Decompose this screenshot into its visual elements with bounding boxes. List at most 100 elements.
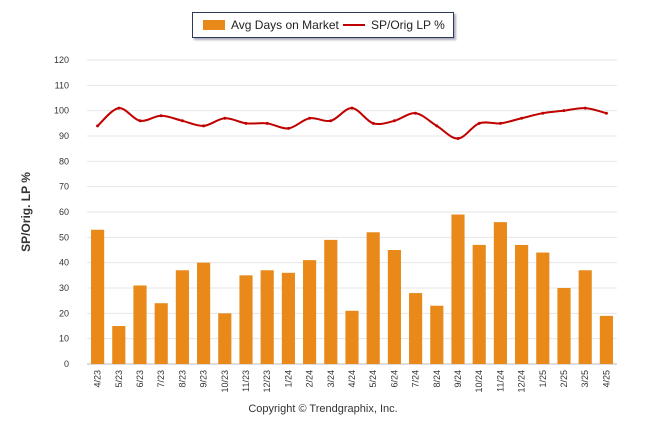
bar	[515, 244, 529, 364]
line-point	[159, 114, 163, 118]
x-tick-label: 10/24	[474, 370, 484, 393]
x-tick-label: 7/24	[411, 370, 421, 388]
line-point	[392, 119, 396, 123]
line-point	[435, 124, 439, 128]
y-axis-ticks: 0 10 20 30 40 50 60 70 80 90 100 110 120	[54, 55, 69, 369]
bar	[536, 252, 550, 364]
line-point	[520, 116, 524, 120]
line-point	[541, 111, 545, 115]
x-tick-label: 2/24	[305, 370, 315, 388]
line-point	[371, 121, 375, 125]
bar	[175, 270, 189, 364]
x-tick-label: 7/23	[156, 370, 166, 388]
y-tick-label: 50	[59, 232, 69, 242]
x-tick-label: 4/23	[93, 370, 103, 388]
bar	[133, 285, 147, 364]
y-tick-label: 120	[54, 55, 69, 65]
x-tick-label: 8/23	[177, 370, 187, 388]
bar-series	[91, 214, 613, 364]
y-axis-title: SP/Orig. LP %	[19, 172, 33, 252]
x-tick-label: 1/24	[283, 370, 293, 388]
x-tick-label: 9/24	[453, 370, 463, 388]
y-tick-label: 90	[59, 131, 69, 141]
x-axis-ticks: 4/23 5/23 6/23 7/23 8/23 9/23 10/23 11/23 12/23 1…	[93, 370, 612, 393]
line-point	[414, 111, 418, 115]
x-tick-label: 5/24	[368, 370, 378, 388]
legend-label-days: Avg Days on Market	[231, 18, 339, 32]
line-point	[477, 121, 481, 125]
line-point	[265, 121, 269, 125]
line-point	[180, 119, 184, 123]
line-series	[96, 106, 608, 141]
x-tick-label: 4/25	[601, 370, 611, 388]
bar	[324, 239, 338, 364]
bar	[112, 326, 126, 364]
bar	[557, 288, 571, 364]
y-tick-label: 60	[59, 207, 69, 217]
line-point	[244, 121, 248, 125]
y-tick-label: 10	[59, 334, 69, 344]
y-tick-label: 70	[59, 182, 69, 192]
legend-label-sp: SP/Orig LP %	[371, 18, 445, 32]
bar	[260, 270, 274, 364]
bar	[154, 303, 168, 364]
y-tick-label: 40	[59, 258, 69, 268]
x-tick-label: 6/24	[389, 370, 399, 388]
line-path	[96, 107, 607, 140]
x-tick-label: 3/24	[326, 370, 336, 388]
line-point	[329, 119, 333, 123]
line-point	[350, 106, 354, 110]
line-point	[604, 111, 608, 115]
y-tick-label: 80	[59, 156, 69, 166]
bar	[493, 222, 507, 364]
x-tick-label: 1/25	[538, 370, 548, 388]
x-tick-label: 8/24	[432, 370, 442, 388]
y-tick-label: 30	[59, 283, 69, 293]
y-tick-label: 20	[59, 308, 69, 318]
line-point	[96, 124, 100, 128]
bar	[218, 313, 232, 364]
x-tick-label: 9/23	[199, 370, 209, 388]
bar	[451, 214, 465, 364]
x-tick-label: 3/25	[580, 370, 590, 388]
x-tick-label: 10/23	[220, 370, 230, 393]
x-tick-label: 4/24	[347, 370, 357, 388]
y-tick-label: 110	[55, 80, 69, 90]
bar	[578, 270, 592, 364]
bar	[472, 244, 486, 364]
bar	[387, 250, 401, 364]
line-point	[202, 124, 206, 128]
bar	[430, 305, 444, 364]
line-point	[286, 126, 290, 130]
line-point	[117, 106, 121, 110]
legend-swatch-days	[203, 20, 225, 30]
x-tick-label: 2/25	[559, 370, 569, 388]
bar	[345, 310, 359, 364]
legend: Avg Days on Market SP/Orig LP %	[192, 12, 454, 38]
bar	[197, 262, 211, 364]
legend-swatch-sp	[343, 24, 365, 26]
bar	[599, 315, 613, 364]
bar	[409, 293, 423, 364]
copyright-text: Copyright © Trendgraphix, Inc.	[248, 403, 398, 415]
x-tick-label: 11/23	[241, 370, 251, 392]
line-point	[562, 109, 566, 113]
bar	[239, 275, 253, 364]
line-point	[138, 119, 142, 123]
bar	[91, 229, 105, 364]
line-point	[583, 106, 587, 110]
line-point	[498, 121, 502, 125]
line-point	[456, 137, 460, 141]
bar	[366, 232, 380, 364]
line-point	[223, 116, 227, 120]
y-tick-label: 0	[64, 359, 69, 369]
x-tick-label: 12/24	[517, 370, 527, 393]
y-tick-label: 100	[54, 106, 69, 116]
bar	[281, 272, 295, 364]
x-tick-label: 6/23	[135, 370, 145, 388]
bar	[303, 260, 317, 364]
x-tick-label: 5/23	[114, 370, 124, 388]
x-tick-label: 11/24	[495, 370, 505, 392]
line-point	[308, 116, 312, 120]
